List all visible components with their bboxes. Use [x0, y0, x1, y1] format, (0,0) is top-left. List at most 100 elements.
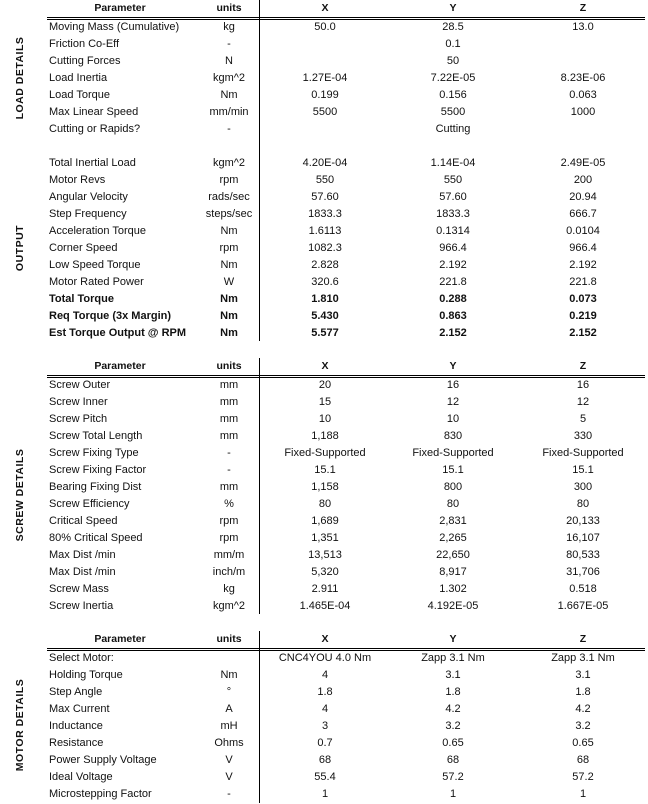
table-row: Low Speed Torque Nm 2.828 2.192 2.192: [0, 257, 648, 274]
z-value-cell: 2.49E-05: [560, 157, 606, 169]
unit-cell: rpm: [219, 515, 239, 527]
z-value-cell: 20.94: [569, 191, 597, 203]
unit-cell: kgm^2: [212, 600, 246, 612]
table-row: Screw Mass kg 2.911 1.302 0.518: [0, 581, 648, 598]
param-cell: Max Dist /min: [49, 566, 116, 578]
header-y: Y: [449, 2, 457, 14]
table-row: Max Linear Speed mm/min 5500 5500 1000: [0, 104, 648, 121]
unit-cell: mm: [219, 430, 239, 442]
z-value-cell: [520, 138, 646, 155]
table-row: Cutting or Rapids? - Cutting: [0, 121, 648, 138]
unit-cell: V: [225, 771, 233, 783]
x-value-cell: 2.911: [311, 583, 339, 595]
x-value-cell: 20: [318, 379, 332, 391]
unit-cell: Nm: [220, 327, 238, 339]
z-value-cell[interactable]: Zapp 3.1 Nm: [551, 652, 615, 664]
param-cell: Microstepping Factor: [49, 788, 152, 800]
x-value-cell: 5,320: [311, 566, 339, 578]
param-cell: Motor Rated Power: [49, 276, 144, 288]
unit-cell: rpm: [219, 174, 239, 186]
param-cell: Select Motor:: [49, 652, 114, 664]
column-divider: [259, 358, 260, 614]
y-value-cell[interactable]: Zapp 3.1 Nm: [421, 652, 485, 664]
table-row: Angular Velocity rads/sec 57.60 57.60 20.94: [0, 189, 648, 206]
z-value-cell: 31,706: [566, 566, 600, 578]
x-value-cell: 15.1: [314, 464, 336, 476]
param-cell: Screw Fixing Type: [49, 447, 139, 459]
x-value-cell: 1,351: [311, 532, 339, 544]
param-cell: Req Torque (3x Margin): [49, 310, 172, 322]
param-cell: Screw Pitch: [49, 413, 108, 425]
y-value-cell: 68: [446, 754, 460, 766]
z-value-cell: 1000: [570, 106, 596, 118]
unit-cell: kg: [223, 583, 235, 595]
y-value-cell: 12: [446, 396, 460, 408]
param-cell: Angular Velocity: [49, 191, 128, 203]
param-cell: Max Dist /min: [49, 549, 116, 561]
param-cell: Est Torque Output @ RPM: [49, 327, 187, 339]
y-value-cell: Cutting: [435, 123, 471, 135]
y-value-cell: 5500: [440, 106, 466, 118]
header-y: Y: [449, 360, 457, 372]
z-value-cell: 1.667E-05: [557, 600, 609, 612]
table-row: Holding Torque Nm 4 3.1 3.1: [0, 667, 648, 684]
y-value-cell: 15.1: [442, 464, 464, 476]
unit-cell: -: [227, 464, 231, 476]
param-cell: 80% Critical Speed: [49, 532, 143, 544]
section-label: LOAD DETAILS: [14, 36, 26, 120]
x-value-cell: 1,689: [311, 515, 339, 527]
section-label: MOTOR DETAILS: [14, 678, 26, 772]
table-header: Parameter units X Y Z: [0, 0, 648, 17]
x-value-cell: 5.577: [311, 327, 339, 339]
x-value-cell[interactable]: CNC4YOU 4.0 Nm: [278, 652, 372, 664]
param-cell: Moving Mass (Cumulative): [49, 21, 180, 33]
y-value-cell: 2.152: [439, 327, 467, 339]
x-value-cell: 550: [315, 174, 335, 186]
table-row: Resistance Ohms 0.7 0.65 0.65: [0, 735, 648, 752]
column-divider: [259, 631, 260, 803]
param-cell: Screw Efficiency: [49, 498, 130, 510]
z-value-cell: 221.8: [569, 276, 597, 288]
table-row: Acceleration Torque Nm 1.6113 0.1314 0.0104: [0, 223, 648, 240]
unit-cell: Nm: [220, 89, 238, 101]
y-value-cell: 2,831: [439, 515, 467, 527]
y-value-cell: 1.14E-04: [430, 157, 476, 169]
table-row: 80% Critical Speed rpm 1,351 2,265 16,107: [0, 530, 648, 547]
header-units: units: [216, 633, 242, 645]
table-row: Step Angle ° 1.8 1.8 1.8: [0, 684, 648, 701]
z-value-cell: 666.7: [569, 208, 597, 220]
y-value-cell: 4.2: [445, 703, 461, 715]
table-row: Screw Total Length mm 1,188 830 330: [0, 428, 648, 445]
z-value-cell: [520, 53, 646, 70]
unit-cell: kgm^2: [212, 157, 246, 169]
header-z: Z: [579, 360, 587, 372]
x-value-cell: 13,513: [308, 549, 342, 561]
param-cell: Screw Fixing Factor: [49, 464, 147, 476]
table-row: Total Inertial Load kgm^2 4.20E-04 1.14E-04…: [0, 155, 648, 172]
header-double-rule: [47, 17, 645, 20]
y-value-cell: 1833.3: [436, 208, 470, 220]
param-cell: Acceleration Torque: [49, 225, 147, 237]
y-value-cell: 0.156: [439, 89, 467, 101]
table-row: Inductance mH 3 3.2 3.2: [0, 718, 648, 735]
unit-cell: Nm: [220, 259, 238, 271]
z-value-cell: 300: [573, 481, 593, 493]
unit-cell: kg: [223, 21, 235, 33]
param-cell: Step Angle: [49, 686, 103, 698]
table-row: Load Inertia kgm^2 1.27E-04 7.22E-05 8.23E-0…: [0, 70, 648, 87]
unit-cell: [196, 138, 262, 155]
unit-cell: [196, 650, 262, 667]
z-value-cell: 15.1: [572, 464, 594, 476]
y-value-cell: [390, 138, 516, 155]
param-cell: Screw Total Length: [49, 430, 143, 442]
header-z: Z: [579, 2, 587, 14]
y-value-cell: 7.22E-05: [430, 72, 476, 84]
z-value-cell: 0.65: [572, 737, 594, 749]
x-value-cell: 1.465E-04: [299, 600, 351, 612]
header-parameter: Parameter: [94, 2, 146, 14]
z-value-cell: 5: [579, 413, 587, 425]
y-value-cell: 0.863: [439, 310, 467, 322]
z-value-cell: 80: [576, 498, 590, 510]
y-value-cell: 2,265: [439, 532, 467, 544]
z-value-cell: 12: [576, 396, 590, 408]
